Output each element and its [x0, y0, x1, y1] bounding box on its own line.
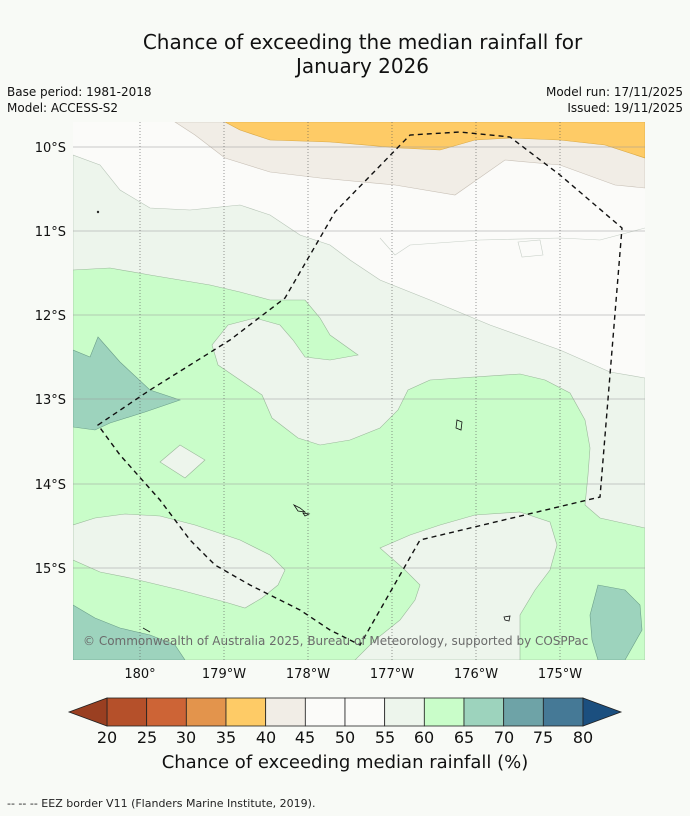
- meta-left: Base period: 1981-2018 Model: ACCESS-S2: [7, 84, 152, 116]
- cb-tick: 20: [97, 728, 117, 747]
- title-line-2: January 2026: [295, 54, 430, 78]
- model-name: Model: ACCESS-S2: [7, 101, 119, 115]
- eez-border: [97, 131, 623, 646]
- cb-tick: 40: [256, 728, 276, 747]
- colorbar-swatch: [344, 697, 386, 727]
- contour-55-60-s: [354, 511, 558, 660]
- contour-55-60-small: [159, 444, 206, 479]
- islands: [96, 210, 511, 633]
- lat-label-10s: 10°S: [35, 141, 66, 156]
- cb-tick: 35: [216, 728, 236, 747]
- colorbar-under-arrow: [67, 697, 108, 727]
- colorbar-swatch: [542, 697, 584, 727]
- contour-65-70-w: [73, 336, 181, 431]
- cb-tick: 45: [295, 728, 315, 747]
- model-run: Model run: 17/11/2025: [545, 85, 683, 99]
- colorbar-swatch: [503, 697, 544, 727]
- copyright-text: © Commonwealth of Australia 2025, Bureau…: [83, 634, 588, 648]
- cb-tick: 30: [176, 728, 196, 747]
- colorbar-swatches: [106, 697, 584, 727]
- colorbar-title: Chance of exceeding median rainfall (%): [161, 752, 529, 773]
- colorbar-swatch: [106, 697, 148, 727]
- cb-tick: 50: [335, 728, 355, 747]
- meta-right: Model run: 17/11/2025 Issued: 19/11/2025: [546, 84, 683, 116]
- lat-gridlines: [73, 146, 645, 569]
- lon-label-176w: 176°W: [454, 667, 498, 682]
- lon-label-178w: 178°W: [286, 667, 330, 682]
- contour-35-40: [224, 122, 645, 159]
- contour-65-70-sw: [73, 604, 186, 660]
- cb-tick: 75: [533, 728, 553, 747]
- lon-label-175w: 175°W: [538, 667, 582, 682]
- colorbar-swatch: [304, 697, 346, 727]
- lon-labels: 180° 179°W 178°W 177°W 176°W 175°W: [124, 667, 582, 682]
- colorbar-swatch: [225, 697, 267, 727]
- contour-line-small: [517, 239, 544, 258]
- map-title: Chance of exceeding the median rainfall …: [0, 30, 690, 78]
- cb-tick: 55: [375, 728, 395, 747]
- colorbar-swatch: [384, 697, 425, 727]
- base-period: Base period: 1981-2018: [7, 85, 152, 99]
- cb-tick: 80: [573, 728, 593, 747]
- colorbar: 20 25 30 35 40 45 50 55 60 65 70 75 80: [67, 697, 623, 747]
- lat-label-14s: 14°S: [35, 478, 66, 493]
- lon-label-179w: 179°W: [202, 667, 246, 682]
- colorbar-swatch: [463, 697, 505, 727]
- lat-label-11s: 11°S: [35, 225, 66, 240]
- contour-55-60-sw: [73, 513, 286, 609]
- contour-line-e: [379, 227, 645, 256]
- issued-date: Issued: 19/11/2025: [567, 101, 683, 115]
- colorbar-swatch: [146, 697, 187, 727]
- cb-tick: 70: [494, 728, 514, 747]
- eez-legend: -- -- -- EEZ border V11 (Flanders Marine…: [7, 797, 316, 810]
- lat-labels: 10°S 11°S 12°S 13°S 14°S 15°S: [35, 141, 66, 577]
- colorbar-swatch: [185, 697, 227, 727]
- rainfall-map: © Commonwealth of Australia 2025, Bureau…: [35, 122, 645, 682]
- lat-label-12s: 12°S: [35, 309, 66, 324]
- lon-label-180: 180°: [124, 667, 155, 682]
- cb-tick: 25: [137, 728, 157, 747]
- colorbar-ticks: 20 25 30 35 40 45 50 55 60 65 70 75 80: [97, 728, 593, 747]
- colorbar-swatch: [423, 697, 465, 727]
- colorbar-over-arrow: [582, 697, 623, 727]
- cb-tick: 65: [454, 728, 474, 747]
- title-line-1: Chance of exceeding the median rainfall …: [142, 30, 583, 54]
- map-plot-area: © Commonwealth of Australia 2025, Bureau…: [73, 122, 645, 660]
- lon-label-177w: 177°W: [370, 667, 414, 682]
- colorbar-swatch: [265, 697, 306, 727]
- cb-tick: 60: [414, 728, 434, 747]
- lat-label-13s: 13°S: [35, 393, 66, 408]
- contour-65-70-se: [589, 584, 643, 660]
- lat-label-15s: 15°S: [35, 562, 66, 577]
